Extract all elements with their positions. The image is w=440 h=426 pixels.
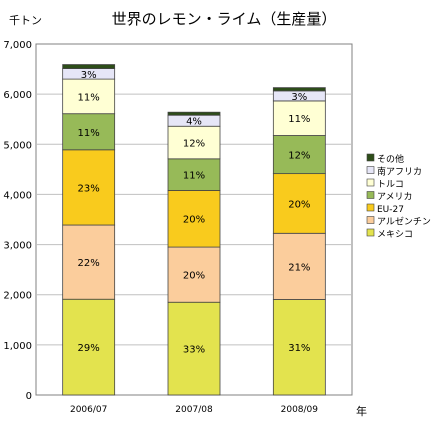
x-axis-label: 年 [356, 404, 367, 418]
data-label: 23% [78, 183, 100, 194]
bar-segment [272, 100, 326, 136]
x-tick-label: 2006/07 [70, 405, 107, 415]
bar-segment [272, 232, 326, 300]
bar-segment [167, 301, 221, 396]
legend-swatch [366, 203, 375, 212]
legend-entry: アメリカ [377, 192, 413, 203]
data-label: 11% [183, 171, 205, 182]
data-label: 21% [288, 262, 310, 273]
x-tick-label: 2007/08 [175, 405, 213, 415]
legend-entry: アルゼンチン [377, 216, 431, 228]
x-tick-label: 2008/09 [281, 405, 319, 415]
data-label: 12% [288, 151, 310, 162]
data-label: 11% [78, 92, 100, 103]
bar-segment [167, 158, 221, 191]
data-label: 29% [78, 343, 100, 354]
bar-segment [167, 125, 221, 160]
y-tick-label: 5,000 [3, 140, 32, 151]
bar-segment [272, 135, 326, 175]
bar-segment [167, 190, 221, 248]
y-tick-label: 6,000 [3, 90, 32, 101]
legend-swatch [366, 191, 375, 199]
legend-entry: メキシコ [377, 230, 413, 240]
legend-swatch [366, 228, 375, 237]
data-label: 22% [78, 258, 100, 269]
bar-segment [272, 173, 326, 234]
bar-segment [62, 113, 116, 151]
data-label: 33% [183, 345, 205, 356]
legend-swatch [366, 166, 375, 174]
bar-segment [62, 149, 116, 226]
y-tick-labels: 0 1,000 2,000 3,000 4,000 5,000 6,000 7,000 [3, 40, 32, 402]
legend-entry: トルコ [377, 180, 404, 190]
bar-segment [167, 111, 221, 116]
legend-swatch [366, 216, 375, 224]
bars: 29% 22% 23% 11% 11% 3% 33% 20% 20% 11% 12% 4% 31% 21%… [62, 64, 326, 396]
bar-segment [62, 64, 116, 69]
data-label: 12% [183, 139, 205, 150]
legend-swatch [366, 153, 375, 162]
data-label: 20% [183, 271, 205, 282]
data-label: 11% [288, 114, 310, 125]
bar-segment [272, 87, 326, 92]
data-label: 4% [186, 117, 202, 128]
data-label: 31% [288, 343, 310, 354]
legend-swatch [366, 178, 375, 187]
data-label: 11% [78, 128, 100, 139]
data-label: 20% [183, 215, 205, 226]
legend-entry: 南アフリカ [377, 166, 422, 178]
y-tick-label: 3,000 [3, 241, 32, 252]
legend-entry: EU-27 [377, 205, 404, 215]
bar-segment [62, 78, 116, 115]
y-tick-label: 7,000 [3, 40, 32, 51]
data-label: 3% [291, 92, 307, 103]
bar-segment [272, 299, 326, 396]
y-tick-label: 0 [26, 391, 32, 402]
y-tick-label: 2,000 [3, 291, 32, 302]
chart-title: 世界のレモン・ライム（生産量） [112, 10, 337, 28]
bar-segment [62, 224, 116, 300]
data-label: 3% [81, 70, 97, 81]
y-axis-label: 千トン [9, 14, 42, 27]
x-tick-labels: 2006/07 2007/08 2008/09 [70, 405, 318, 415]
legend-entry: その他 [377, 153, 404, 165]
data-label: 20% [288, 199, 310, 210]
y-tick-label: 4,000 [3, 190, 32, 201]
y-tick-label: 1,000 [3, 341, 32, 352]
